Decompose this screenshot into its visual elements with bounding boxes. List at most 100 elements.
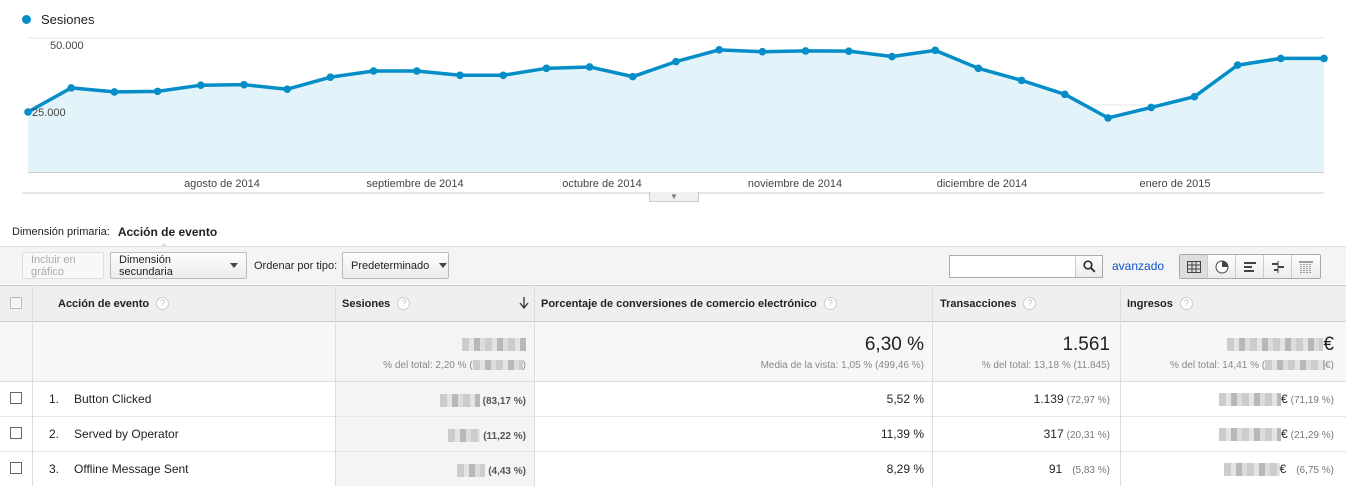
primary-dimension-value[interactable]: Acción de evento xyxy=(117,225,218,249)
sessions-total-bg xyxy=(336,322,534,381)
row-checkbox[interactable] xyxy=(10,427,22,439)
help-icon[interactable]: ? xyxy=(156,297,170,310)
column-divider xyxy=(1120,285,1121,486)
row-transactions-pct: (5,83 %) xyxy=(1072,465,1110,476)
caret-down-icon xyxy=(439,263,448,268)
header-action[interactable]: Acción de evento ? xyxy=(58,285,328,322)
row-transactions: 91 (5,83 %) xyxy=(1049,462,1110,476)
row-action-name[interactable]: Offline Message Sent xyxy=(74,462,189,476)
column-divider xyxy=(335,285,336,486)
data-point xyxy=(24,108,32,116)
revenue-total-sub: % del total: 14,41 % (€) xyxy=(1170,360,1334,371)
help-icon[interactable]: ? xyxy=(1023,297,1037,310)
performance-view-button[interactable] xyxy=(1236,255,1264,278)
data-point xyxy=(283,85,292,94)
sessions-total-sub-end: ) xyxy=(522,360,526,371)
comparison-view-button[interactable] xyxy=(1264,255,1292,278)
sort-arrow-down-icon[interactable] xyxy=(519,297,529,309)
table-row[interactable]: 1. Button Clicked (83,17 %) 5,52 % 1.139… xyxy=(0,382,1346,417)
redacted-value xyxy=(1218,393,1281,407)
select-all-checkbox[interactable] xyxy=(10,297,22,309)
data-point xyxy=(197,81,205,89)
sort-type-dropdown[interactable]: Predeterminado xyxy=(342,252,449,279)
row-action-name[interactable]: Served by Operator xyxy=(74,427,179,441)
advanced-filter-link[interactable]: avanzado xyxy=(1112,259,1165,273)
sessions-cell-bg xyxy=(336,417,534,451)
row-transactions-pct: (72,97 %) xyxy=(1066,395,1110,406)
table-toolbar: Incluir en gráfico Dimensión secundaria … xyxy=(0,246,1346,284)
help-icon[interactable]: ? xyxy=(1179,297,1193,310)
row-action-name[interactable]: Button Clicked xyxy=(74,392,152,406)
column-divider xyxy=(32,285,33,486)
data-point xyxy=(1147,103,1155,112)
row-transactions: 317 (20,31 %) xyxy=(1044,427,1110,441)
header-sessions[interactable]: Sesiones ? xyxy=(342,285,532,322)
data-point xyxy=(974,64,983,73)
row-revenue-currency: € xyxy=(1280,392,1288,406)
data-point xyxy=(67,84,75,92)
table-view-button[interactable] xyxy=(1180,255,1208,278)
row-sessions: (4,43 %) xyxy=(457,463,526,478)
header-transactions[interactable]: Transacciones ? xyxy=(940,285,1120,322)
row-checkbox[interactable] xyxy=(10,462,22,474)
data-point xyxy=(672,57,680,66)
legend-label: Sesiones xyxy=(41,12,95,27)
x-tick-label: noviembre de 2014 xyxy=(748,178,842,190)
pivot-view-button[interactable] xyxy=(1292,255,1320,278)
data-point xyxy=(629,72,637,81)
row-checkbox[interactable] xyxy=(10,392,22,404)
help-icon[interactable]: ? xyxy=(823,297,837,310)
table-grid-icon xyxy=(1186,260,1201,273)
bar-chart-icon xyxy=(1243,261,1256,272)
help-icon[interactable]: ? xyxy=(397,297,411,310)
table-search xyxy=(949,255,1103,278)
x-tick-label: enero de 2015 xyxy=(1140,178,1211,190)
pie-view-button[interactable] xyxy=(1208,255,1236,278)
chart-legend[interactable]: Sesiones xyxy=(22,12,94,27)
search-input[interactable] xyxy=(950,256,1075,277)
header-sessions-label: Sesiones xyxy=(342,297,391,310)
caret-down-icon xyxy=(230,263,238,268)
table-row[interactable]: 2. Served by Operator (11,22 %) 11,39 % … xyxy=(0,417,1346,452)
header-action-label: Acción de evento xyxy=(58,297,150,310)
header-revenue[interactable]: Ingresos ? xyxy=(1127,285,1337,322)
row-transactions: 1.139 (72,97 %) xyxy=(1034,392,1110,406)
data-point xyxy=(1277,54,1285,63)
data-point xyxy=(499,71,508,80)
data-point xyxy=(1190,92,1199,101)
data-point xyxy=(1320,54,1328,63)
row-sessions: (83,17 %) xyxy=(439,393,526,408)
search-button[interactable] xyxy=(1075,256,1102,277)
data-point xyxy=(1233,61,1242,69)
revenue-total-currency: € xyxy=(1323,334,1334,355)
row-revenue-pct: (6,75 %) xyxy=(1296,465,1334,476)
sessions-total-sub: % del total: 2,20 % () xyxy=(383,360,526,371)
row-revenue: € (71,19 %) xyxy=(1218,392,1334,407)
secondary-dimension-dropdown[interactable]: Dimensión secundaria xyxy=(110,252,247,279)
primary-dimension-label: Dimensión primaria: xyxy=(12,226,110,238)
column-divider xyxy=(932,285,933,486)
collapse-chart-button[interactable]: ▼ xyxy=(649,192,699,202)
plot-rows-label: Incluir en gráfico xyxy=(31,253,76,278)
table-header xyxy=(0,285,1346,322)
primary-dimension: Dimensión primaria: Acción de evento xyxy=(12,225,218,249)
data-point xyxy=(413,67,421,75)
plot-rows-button[interactable]: Incluir en gráfico xyxy=(22,252,104,279)
sessions-cell-bg xyxy=(336,452,534,486)
sort-type-label: Ordenar por tipo: xyxy=(254,260,338,272)
data-point xyxy=(456,71,464,80)
table-row[interactable]: 3. Offline Message Sent (4,43 %) 8,29 % … xyxy=(0,452,1346,486)
row-number: 3. xyxy=(49,462,60,476)
x-tick-label: octubre de 2014 xyxy=(562,178,642,190)
header-conversion[interactable]: Porcentaje de conversiones de comercio e… xyxy=(541,285,931,322)
x-tick-label: agosto de 2014 xyxy=(184,178,260,190)
row-sessions-pct: (83,17 %) xyxy=(482,396,526,407)
data-point xyxy=(801,47,810,55)
row-transactions-value: 91 xyxy=(1048,462,1063,476)
legend-dot-icon xyxy=(22,15,31,24)
data-point xyxy=(542,64,551,73)
redacted-value xyxy=(457,464,486,478)
y-tick-label: 50.000 xyxy=(50,40,84,52)
revenue-total-sub-end: €) xyxy=(1325,360,1334,371)
pivot-table-icon xyxy=(1299,261,1313,273)
